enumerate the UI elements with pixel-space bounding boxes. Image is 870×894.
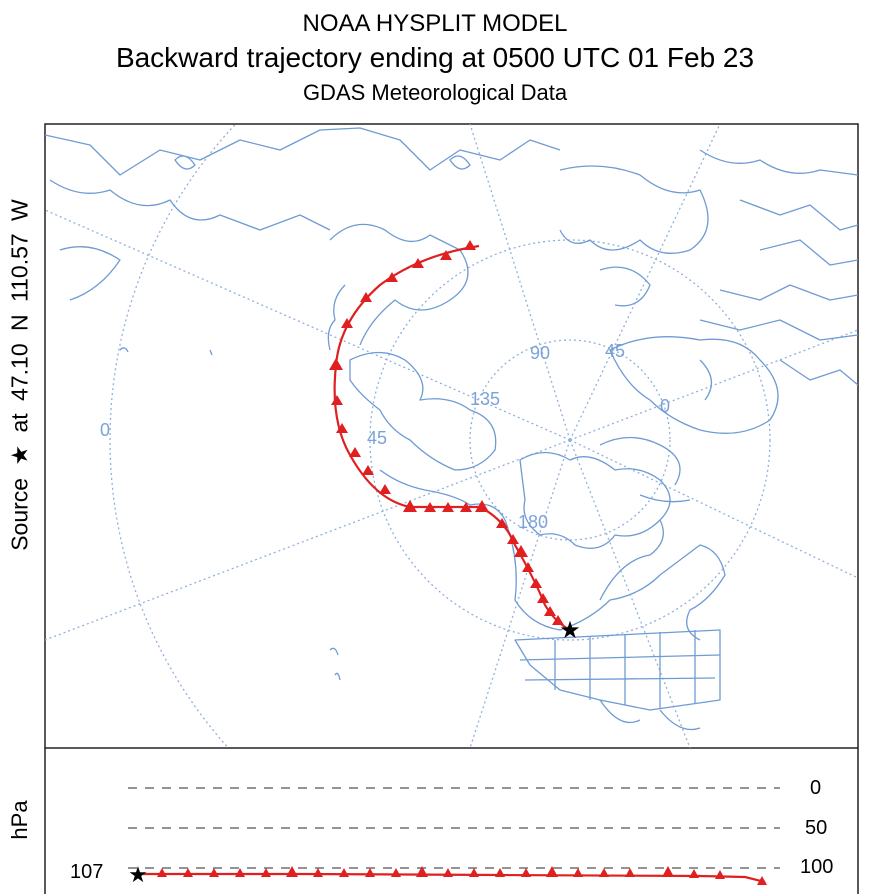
trajectory-marker xyxy=(386,272,398,282)
meridian-line xyxy=(569,439,858,579)
trajectory-marker xyxy=(341,318,353,328)
trajectory-marker xyxy=(507,534,519,544)
meridian-line xyxy=(469,439,571,748)
trajectory-marker xyxy=(440,250,452,260)
meridian-line xyxy=(45,209,571,441)
trajectory-marker xyxy=(552,615,564,625)
graticule xyxy=(45,124,858,748)
trajectory-marker xyxy=(464,240,476,250)
trajectory-marker xyxy=(514,545,528,557)
graticule-label: 135 xyxy=(470,389,500,409)
source-star-icon: ★ xyxy=(559,617,581,644)
meridian-line xyxy=(569,124,721,441)
trajectory-marker xyxy=(412,258,424,268)
trajectory-marker xyxy=(403,500,417,512)
meridian-line xyxy=(45,439,571,641)
trajectory-marker xyxy=(475,500,489,512)
graticule-label: 90 xyxy=(530,343,550,363)
trajectory-marker xyxy=(329,358,343,370)
trajectory-title: Backward trajectory ending at 0500 UTC 0… xyxy=(115,42,755,73)
trajectory-markers xyxy=(329,240,564,625)
model-name: NOAA HYSPLIT MODEL xyxy=(302,10,568,37)
pressure-level-label: 0 xyxy=(810,777,822,799)
trajectory-marker xyxy=(360,292,372,302)
coastlines xyxy=(45,127,858,731)
meridian-line xyxy=(569,329,858,441)
meteorological-data-label: GDAS Meteorological Data xyxy=(302,80,568,105)
graticule-label: 45 xyxy=(605,341,625,361)
meridian-line xyxy=(469,124,571,441)
latitude-circle xyxy=(369,239,771,641)
trajectory-marker xyxy=(424,502,436,512)
trajectory-marker xyxy=(460,502,472,512)
trajectory-marker xyxy=(379,484,391,494)
map-frame xyxy=(44,123,859,749)
trajectory-marker xyxy=(530,578,542,588)
trajectory-marker xyxy=(544,606,556,616)
hpa-label: hPa xyxy=(7,800,32,840)
graticule-label: 0 xyxy=(660,396,670,416)
start-height-label: 107 xyxy=(70,861,104,883)
trajectory-marker xyxy=(537,593,549,603)
height-profile-markers xyxy=(157,866,767,885)
vertical-profile: ★ xyxy=(44,748,859,894)
profile-start-star-icon: ★ xyxy=(128,862,148,887)
pressure-level-label: 50 xyxy=(805,817,828,839)
pressure-level-label: 100 xyxy=(800,856,834,878)
trajectory-marker xyxy=(362,465,374,475)
graticule-label: 45 xyxy=(367,428,387,448)
trajectory-marker xyxy=(331,395,343,405)
trajectory-marker xyxy=(442,502,454,512)
trajectory-marker xyxy=(336,423,348,433)
trajectory-marker xyxy=(349,447,361,457)
trajectory-marker xyxy=(496,518,508,528)
graticule-label: 0 xyxy=(100,420,110,440)
trajectory-line xyxy=(333,244,571,631)
trajectory: ★ xyxy=(329,240,581,644)
trajectory-marker xyxy=(522,562,534,572)
